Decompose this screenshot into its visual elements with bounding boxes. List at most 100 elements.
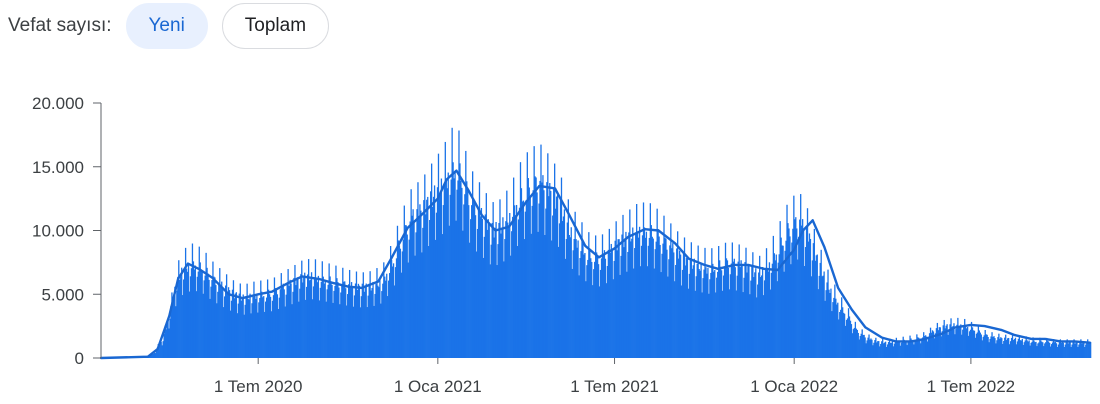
daily-bar <box>900 342 902 358</box>
daily-bar <box>535 177 537 358</box>
daily-bar <box>825 290 827 358</box>
daily-bar <box>784 250 786 358</box>
daily-bar <box>818 275 820 358</box>
daily-bar <box>460 180 462 358</box>
daily-bar <box>757 284 759 358</box>
daily-bar <box>186 271 189 358</box>
daily-bar <box>619 274 621 358</box>
daily-bar <box>200 270 202 358</box>
daily-bar <box>370 290 372 358</box>
daily-bar <box>274 288 277 358</box>
daily-bar <box>1047 340 1049 358</box>
daily-bar <box>647 245 650 358</box>
daily-bar <box>922 337 924 358</box>
daily-bar <box>167 319 169 358</box>
daily-bar <box>759 255 761 358</box>
y-axis-ticks: 0 5.000 10.000 15.000 20.000 <box>32 94 101 368</box>
daily-bar <box>994 338 996 358</box>
daily-bar <box>229 310 232 358</box>
daily-bar <box>550 191 552 358</box>
daily-bar <box>437 153 440 358</box>
daily-bar <box>1035 341 1037 358</box>
daily-bar <box>537 231 539 358</box>
daily-bar <box>463 204 465 358</box>
daily-bar <box>1071 344 1073 358</box>
daily-bar <box>165 329 167 358</box>
daily-bar <box>946 324 948 358</box>
daily-bar <box>441 234 444 358</box>
daily-bar <box>1052 339 1055 358</box>
daily-bar <box>1063 346 1065 358</box>
daily-bar <box>189 276 192 358</box>
daily-bar <box>1010 337 1013 358</box>
daily-bar <box>491 222 493 358</box>
daily-bar <box>590 258 592 358</box>
daily-bar <box>995 343 997 358</box>
daily-bar <box>154 353 156 358</box>
daily-bar <box>530 233 532 358</box>
daily-bar <box>760 275 763 358</box>
daily-bar <box>801 219 804 358</box>
daily-bar <box>243 314 245 358</box>
daily-bar <box>362 272 364 358</box>
daily-bar <box>348 284 350 358</box>
daily-bar <box>350 282 353 358</box>
daily-bar <box>258 302 260 358</box>
daily-bar <box>766 267 769 358</box>
daily-bar <box>199 262 201 358</box>
daily-bar <box>762 295 765 358</box>
daily-bar <box>893 343 896 358</box>
daily-bar <box>698 269 700 358</box>
daily-bar <box>240 300 242 358</box>
daily-bar <box>960 324 962 358</box>
daily-bar <box>752 252 754 358</box>
daily-bar <box>862 334 864 358</box>
daily-bar <box>541 182 543 358</box>
daily-bar <box>182 295 184 358</box>
daily-bar <box>1055 343 1058 358</box>
daily-bar <box>1068 342 1070 358</box>
daily-bar <box>468 205 470 358</box>
daily-bar <box>512 216 514 358</box>
daily-bar <box>831 311 833 358</box>
daily-bar <box>803 266 806 358</box>
daily-bar <box>925 335 927 358</box>
daily-bar <box>1016 341 1019 358</box>
daily-bar <box>711 248 713 358</box>
daily-bar <box>521 201 524 358</box>
daily-bar <box>938 327 940 358</box>
daily-bar <box>683 237 686 358</box>
daily-bar <box>1013 339 1016 358</box>
daily-bar <box>622 214 624 358</box>
daily-bar <box>966 327 969 358</box>
daily-bar <box>430 163 433 358</box>
daily-bar <box>660 272 662 358</box>
daily-bar <box>430 191 432 358</box>
daily-bar <box>474 215 477 358</box>
daily-bar <box>291 304 293 358</box>
daily-bar <box>1062 342 1064 358</box>
daily-bar <box>710 272 712 358</box>
daily-bar <box>863 334 865 358</box>
daily-bar <box>320 281 322 358</box>
daily-bar <box>551 240 553 358</box>
daily-bar <box>733 258 735 358</box>
daily-bar <box>989 338 991 358</box>
new-deaths-chip[interactable]: Yeni <box>125 3 208 49</box>
daily-bar <box>1072 341 1074 358</box>
daily-bar <box>592 285 594 358</box>
daily-bar <box>374 293 376 358</box>
daily-bar <box>494 227 496 358</box>
daily-bar <box>750 280 752 358</box>
y-tick-label: 15.000 <box>32 158 84 177</box>
daily-bar <box>833 297 835 358</box>
daily-bar <box>785 240 787 358</box>
daily-bar <box>271 300 274 358</box>
daily-bar <box>739 267 741 358</box>
daily-bar <box>884 341 887 358</box>
daily-bar <box>1015 344 1018 358</box>
daily-bar <box>481 218 484 358</box>
total-deaths-chip[interactable]: Toplam <box>221 3 330 49</box>
daily-bar <box>820 249 822 358</box>
daily-bar <box>775 254 777 358</box>
